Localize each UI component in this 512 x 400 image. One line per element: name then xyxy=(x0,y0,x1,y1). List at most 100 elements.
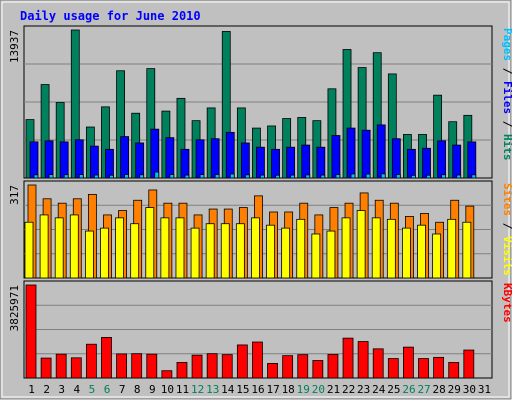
bar-sites-day-6 xyxy=(100,227,109,279)
x-tick-label: 6 xyxy=(104,383,111,396)
bar-kbytes-day-27 xyxy=(418,358,429,379)
legend-separator: / xyxy=(501,216,512,236)
panel-visits-sites: 317 Sites / Visits xyxy=(8,180,512,279)
x-tick-label: 17 xyxy=(266,383,279,396)
bar-kbytes-day-28 xyxy=(433,356,445,379)
bar-files-day-25 xyxy=(391,138,401,179)
x-tick-label: 16 xyxy=(251,383,264,396)
bar-kbytes-day-2 xyxy=(40,357,52,379)
x-tick-label: 7 xyxy=(119,383,126,396)
bar-files-day-19 xyxy=(301,144,311,179)
bar-sites-day-19 xyxy=(296,218,306,279)
bar-kbytes-day-12 xyxy=(191,354,203,379)
bar-sites-day-25 xyxy=(386,218,396,279)
bar-files-day-17 xyxy=(271,148,280,179)
bar-kbytes-day-14 xyxy=(221,354,233,379)
x-tick-label: 13 xyxy=(206,383,219,396)
bar-sites-day-28 xyxy=(432,233,442,279)
x-tick-label: 5 xyxy=(89,383,96,396)
bar-kbytes-day-21 xyxy=(327,354,339,379)
x-tick-label: 10 xyxy=(161,383,174,396)
bar-kbytes-day-24 xyxy=(372,348,384,379)
bar-pages-day-20 xyxy=(320,174,326,179)
bar-pages-day-5 xyxy=(93,174,99,179)
bar-files-day-18 xyxy=(286,146,296,179)
bar-files-day-12 xyxy=(195,139,205,179)
bar-sites-day-29 xyxy=(447,218,457,279)
bar-files-day-8 xyxy=(135,142,145,179)
bar-pages-day-15 xyxy=(244,174,250,179)
bar-kbytes-day-20 xyxy=(312,360,324,379)
bar-files-day-27 xyxy=(422,147,431,179)
bar-sites-day-1 xyxy=(24,221,34,279)
bar-pages-day-6 xyxy=(109,174,114,179)
bar-sites-day-9 xyxy=(145,207,155,279)
bar-sites-day-30 xyxy=(462,221,472,279)
bar-pages-day-3 xyxy=(63,174,69,179)
bar-kbytes-day-23 xyxy=(357,341,369,379)
bar-files-day-21 xyxy=(331,135,341,179)
bar-pages-day-27 xyxy=(426,174,431,179)
bar-pages-day-8 xyxy=(139,174,145,179)
bar-files-day-11 xyxy=(180,148,190,179)
bar-sites-day-26 xyxy=(402,227,411,279)
bar-sites-day-20 xyxy=(311,233,321,279)
bar-kbytes-day-11 xyxy=(176,362,188,379)
x-tick-label: 23 xyxy=(357,383,370,396)
bar-sites-day-5 xyxy=(84,230,94,279)
bar-pages-day-23 xyxy=(365,173,371,179)
legend-separator: / xyxy=(501,114,512,134)
bar-files-day-1 xyxy=(29,141,39,179)
bar-files-day-15 xyxy=(240,142,250,179)
axis-legend: KBytes xyxy=(501,283,512,323)
bar-kbytes-day-7 xyxy=(116,353,127,379)
bar-pages-day-14 xyxy=(229,173,235,179)
bar-files-day-2 xyxy=(44,140,54,179)
x-tick-label: 9 xyxy=(149,383,156,396)
x-tick-label: 11 xyxy=(176,383,189,396)
legend-visits: Visits xyxy=(501,236,512,276)
bar-files-day-16 xyxy=(256,146,265,179)
bar-files-day-5 xyxy=(89,145,99,179)
bar-pages-day-29 xyxy=(456,174,462,179)
bar-kbytes-day-8 xyxy=(131,353,143,379)
bar-sites-day-14 xyxy=(220,223,230,279)
y-max-label: 3825971 xyxy=(8,285,21,331)
bar-sites-day-18 xyxy=(281,227,291,279)
bar-files-day-22 xyxy=(346,127,356,179)
bar-sites-day-4 xyxy=(69,214,79,279)
bar-kbytes-day-3 xyxy=(55,353,67,379)
x-tick-label: 4 xyxy=(74,383,81,396)
legend-files: Files xyxy=(501,81,512,114)
bar-sites-day-12 xyxy=(190,227,200,279)
bar-files-day-20 xyxy=(316,146,326,179)
x-tick-label: 29 xyxy=(448,383,461,396)
x-tick-label: 18 xyxy=(282,383,295,396)
bar-sites-day-3 xyxy=(54,217,64,279)
bar-files-day-4 xyxy=(74,139,84,179)
bar-files-day-23 xyxy=(361,129,371,179)
y-max-label: 13937 xyxy=(8,30,21,63)
bar-kbytes-day-17 xyxy=(267,363,278,379)
bar-kbytes-day-5 xyxy=(85,343,97,379)
bar-pages-day-22 xyxy=(350,173,356,179)
x-tick-label: 28 xyxy=(433,383,446,396)
bar-kbytes-day-19 xyxy=(297,354,309,379)
bar-pages-day-30 xyxy=(471,174,477,179)
x-tick-label: 25 xyxy=(387,383,400,396)
bar-sites-day-27 xyxy=(417,224,426,279)
x-tick-label: 22 xyxy=(342,383,355,396)
x-tick-label: 12 xyxy=(191,383,204,396)
bar-kbytes-day-25 xyxy=(387,358,399,379)
bar-sites-day-16 xyxy=(251,217,260,279)
bar-pages-day-13 xyxy=(214,174,220,179)
x-tick-label: 30 xyxy=(463,383,476,396)
axis-legend: Pages / Files / Hits xyxy=(501,28,512,161)
bar-pages-day-10 xyxy=(169,174,175,179)
bar-sites-day-17 xyxy=(266,224,275,279)
bar-pages-day-2 xyxy=(48,174,54,179)
bar-pages-day-17 xyxy=(275,174,280,179)
x-tick-label: 20 xyxy=(312,383,325,396)
x-tick-label: 3 xyxy=(58,383,65,396)
bar-files-day-10 xyxy=(165,137,175,179)
